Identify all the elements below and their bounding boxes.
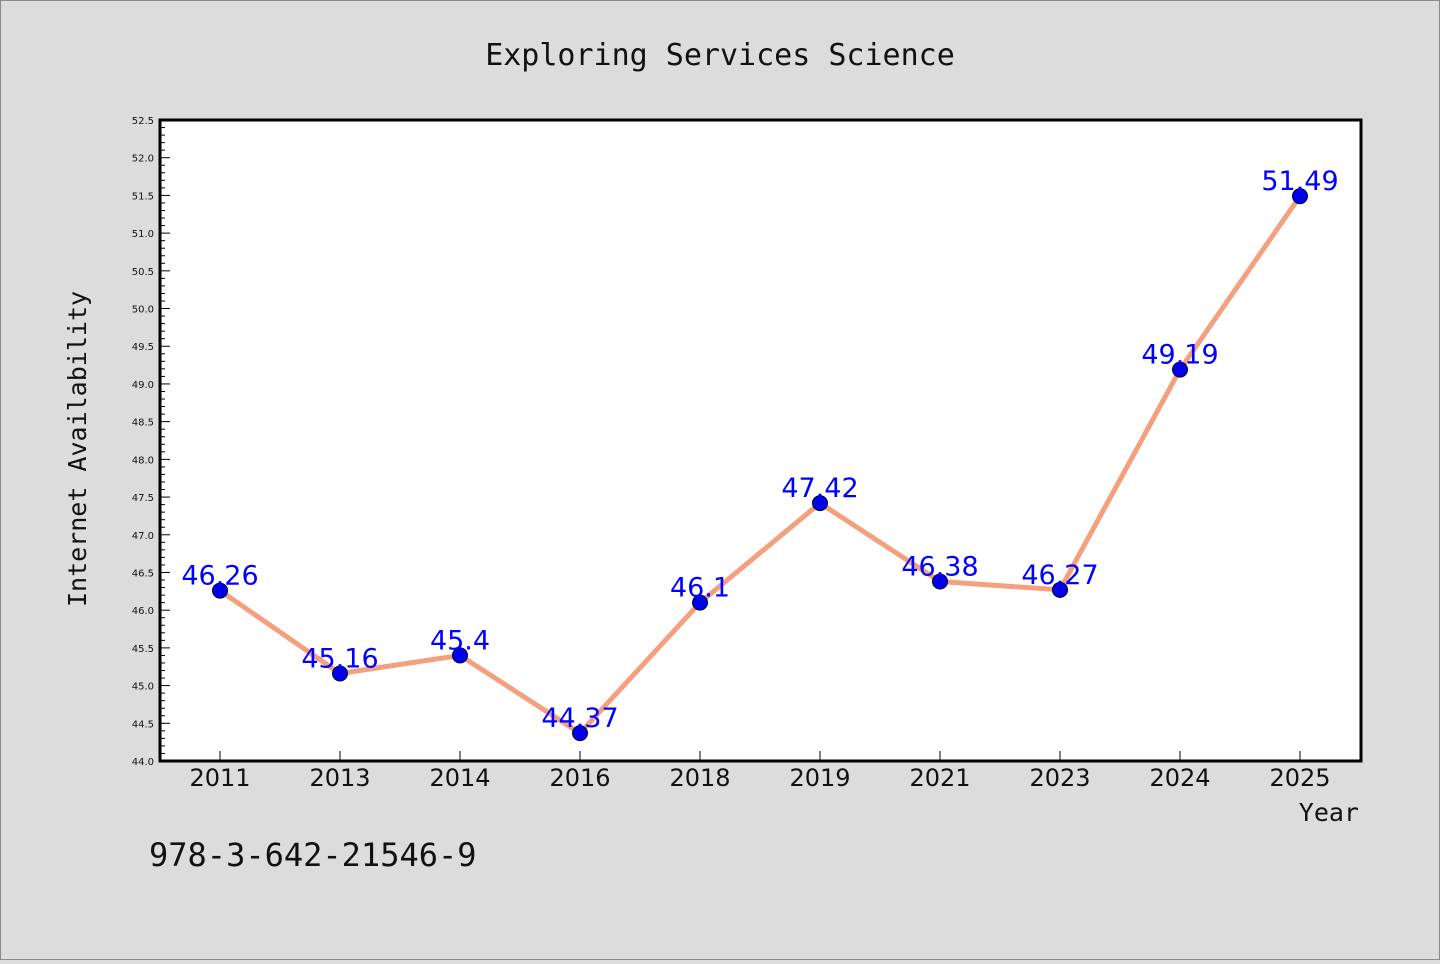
y-tick-label: 45.0 [132,682,154,693]
data-points [212,188,1308,742]
data-label: 47.42 [781,473,858,504]
y-tick-label: 50.0 [132,305,154,316]
y-tick-label: 48.5 [132,418,154,429]
x-tick-label: 2014 [429,764,490,792]
data-label: 45.16 [301,644,378,675]
y-tick-label: 47.0 [132,531,154,542]
data-point [812,495,828,512]
x-tick-label: 2019 [789,764,850,792]
y-tick-label: 44.0 [132,757,154,768]
y-axis-label: Internet Availability [63,291,92,607]
data-point [1172,361,1188,378]
x-tick-label: 2011 [189,764,250,792]
data-point [692,594,708,611]
x-axis-label: Year [1299,798,1359,827]
x-tick-label: 2018 [669,764,730,792]
x-axis: 2011 2013 2014 2016 2018 2019 2021 2023 2024 2025 [189,751,1331,792]
y-tick-label: 44.5 [132,719,154,730]
y-tick-label: 45.5 [132,644,154,655]
y-tick-label: 51.5 [132,191,154,202]
series-line [218,194,1303,736]
data-point [452,647,468,664]
x-tick-label: 2025 [1269,764,1330,792]
plot-area [158,118,1363,763]
x-tick-label: 2013 [309,764,370,792]
isbn-caption: 978-3-642-21546-9 [149,836,477,874]
data-point [932,573,948,590]
data-label: 46.38 [901,552,978,583]
x-tick-label: 2024 [1149,764,1210,792]
data-label: 51.49 [1261,166,1338,197]
y-tick-label: 46.0 [132,606,154,617]
data-labels: 46.26 45.16 45.4 44.37 46.1 47.42 46.38 46.27 49… [181,166,1338,734]
data-point [212,582,228,599]
y-tick-label: 52.5 [132,116,154,127]
x-tick-label: 2021 [909,764,970,792]
y-tick-label: 46.5 [132,568,154,579]
x-tick-label: 2016 [549,764,610,792]
x-tick-label: 2023 [1029,764,1090,792]
data-point [572,725,588,742]
y-tick-label: 48.0 [132,455,154,466]
y-tick-label: 49.0 [132,380,154,391]
y-tick-label: 47.5 [132,493,154,504]
data-point [1292,188,1308,205]
data-point [1052,581,1068,598]
y-tick-label: 52.0 [132,154,154,165]
data-label: 49.19 [1141,340,1218,371]
y-axis: 44.0 44.5 45.0 45.5 46.0 46.5 47.0 47.5 48.0 48.5… [132,116,170,768]
data-label: 46.27 [1021,560,1098,591]
chart-title: Exploring Services Science [485,38,955,73]
data-label: 44.37 [541,703,618,734]
data-label: 45.4 [430,625,490,656]
data-point [332,665,348,682]
y-tick-label: 51.0 [132,229,154,240]
data-label: 46.26 [181,561,258,592]
data-label: 46.1 [670,573,730,604]
series-line-group [218,194,1303,736]
y-tick-label: 50.5 [132,267,154,278]
y-tick-label: 49.5 [132,342,154,353]
